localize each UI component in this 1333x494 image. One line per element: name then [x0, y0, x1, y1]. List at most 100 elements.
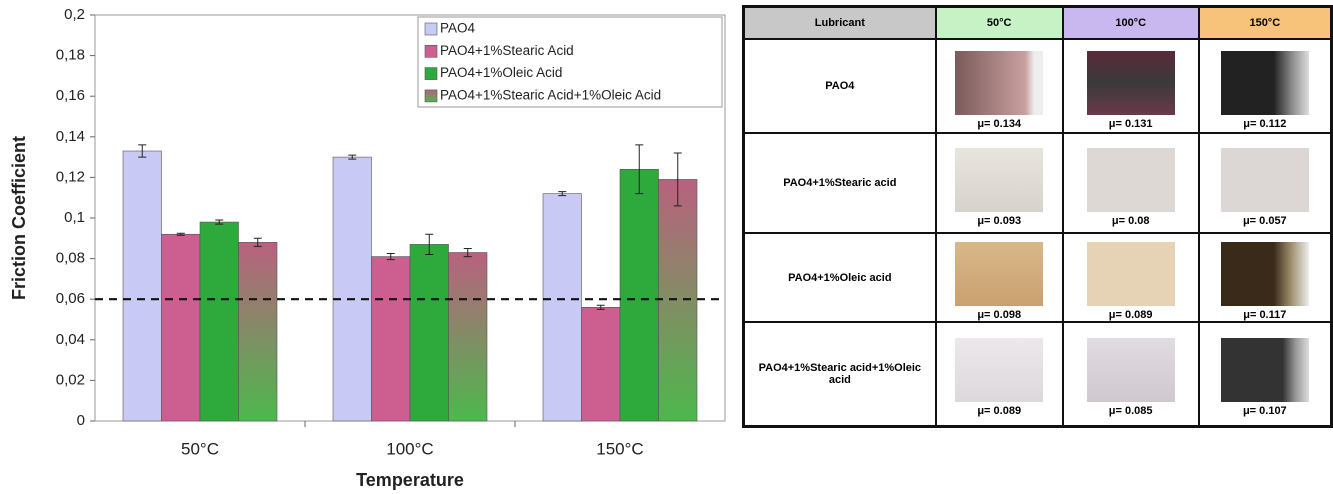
error-bar [673, 152, 682, 207]
y-tick-label: 0,02 [56, 371, 85, 388]
y-tick-label: 0,06 [56, 290, 85, 307]
micrograph [1220, 338, 1309, 403]
image-cell: μ= 0.089 [934, 321, 1064, 427]
legend-box [417, 16, 723, 108]
row-label: PAO4 [742, 38, 937, 134]
image-cell: μ= 0.107 [1197, 321, 1333, 427]
friction-label: μ= 0.098 [977, 309, 1022, 321]
x-tick-label: 50°C [181, 439, 219, 458]
friction-label: μ= 0.093 [977, 214, 1022, 227]
image-cell: μ= 0.057 [1197, 132, 1333, 234]
row-label: PAO4+1%Stearic acid+1%Oleic acid [742, 321, 937, 427]
bar [199, 221, 239, 422]
image-cell: μ= 0.134 [934, 38, 1064, 134]
x-tick-label: 150°C [596, 439, 643, 458]
image-cell: μ= 0.089 [1061, 232, 1200, 323]
micrograph [955, 50, 1044, 115]
bar [619, 168, 659, 422]
image-cell: μ= 0.098 [934, 232, 1064, 323]
error-bar [463, 247, 472, 258]
error-bar [386, 253, 395, 261]
header-cell: Lubricant [742, 5, 937, 40]
bar [371, 256, 411, 422]
table-row: PAO4 μ= 0.134 μ= 0.131 μ= 0.112 [742, 38, 1333, 134]
results-table: Lubricant 50°C 100°C 150°C PAO4 μ= 0.134 μ= 0.… [742, 5, 1333, 428]
bar [448, 252, 488, 422]
image-cell: μ= 0.093 [934, 132, 1064, 234]
y-tick-label: 0,04 [56, 331, 85, 348]
friction-label: μ= 0.057 [1242, 214, 1287, 227]
legend-swatch [424, 67, 438, 80]
bar [161, 233, 201, 422]
micrograph [955, 242, 1044, 306]
friction-label: μ= 0.089 [977, 405, 1022, 418]
row-label: PAO4+1%Stearic acid [742, 132, 937, 234]
x-axis-title: Temperature [356, 470, 464, 490]
micrograph [1220, 242, 1309, 306]
image-cell: μ= 0.085 [1061, 321, 1200, 427]
micrograph [1220, 50, 1309, 115]
error-bar [138, 144, 147, 158]
x-tick-label: 100°C [386, 439, 433, 458]
friction-label: μ= 0.08 [1111, 214, 1150, 227]
bar [409, 244, 449, 422]
bar [581, 307, 621, 422]
chart: Temperature Friction Coefficient 0 0,02 0,… [9, 6, 726, 490]
micrograph [1086, 50, 1175, 115]
image-cell: μ= 0.08 [1061, 132, 1200, 234]
legend-label: PAO4+1%Stearic Acid [440, 43, 574, 58]
image-cell: μ= 0.117 [1197, 232, 1333, 323]
error-bar [215, 219, 224, 225]
header-row: Lubricant 50°C 100°C 150°C [742, 5, 1333, 40]
table-row: PAO4+1%Stearic acid+1%Oleic acid μ= 0.089… [742, 321, 1333, 427]
y-tick-label: 0,16 [56, 87, 85, 104]
y-axis-title: Friction Coefficient [9, 136, 29, 300]
micrograph [955, 147, 1044, 212]
micrograph [1086, 338, 1175, 403]
table-row: PAO4+1%Oleic acid μ= 0.098 μ= 0.089 μ= 0.11… [742, 232, 1333, 323]
error-bar [635, 144, 644, 195]
legend-label: PAO4+1%Stearic Acid+1%Oleic Acid [440, 87, 661, 102]
header-cell: 50°C [934, 5, 1064, 40]
legend-swatch [424, 89, 438, 103]
header-cell: 100°C [1061, 5, 1200, 40]
micrograph [955, 338, 1044, 403]
friction-label: μ= 0.089 [1108, 309, 1153, 321]
y-tick-label: 0,18 [56, 47, 85, 64]
friction-label: μ= 0.117 [1243, 309, 1287, 321]
y-tick-label: 0,12 [56, 168, 85, 185]
header-cell: 150°C [1197, 5, 1333, 40]
legend-swatch [424, 22, 438, 36]
bar [542, 193, 582, 422]
table-row: PAO4+1%Stearic acid μ= 0.093 μ= 0.08 μ= 0.0… [742, 132, 1333, 234]
error-bar [596, 304, 605, 310]
image-cell: μ= 0.131 [1061, 38, 1200, 134]
y-tick-label: 0,2 [64, 6, 85, 23]
row-label: PAO4+1%Oleic acid [742, 232, 937, 323]
image-cell: μ= 0.112 [1197, 38, 1333, 134]
y-tick-label: 0,14 [56, 128, 85, 145]
friction-label: μ= 0.131 [1108, 117, 1153, 130]
micrograph [1086, 242, 1175, 306]
y-tick-label: 0 [77, 412, 85, 429]
bar [658, 179, 698, 422]
friction-label: μ= 0.112 [1243, 117, 1287, 130]
legend-label: PAO4+1%Oleic Acid [440, 65, 562, 80]
legend-label: PAO4 [440, 21, 476, 36]
friction-label: μ= 0.085 [1108, 405, 1153, 418]
y-tick-label: 0,08 [56, 250, 85, 267]
error-bar [348, 154, 357, 160]
error-bar [253, 237, 262, 247]
friction-label: μ= 0.107 [1242, 405, 1287, 418]
bar [332, 156, 372, 422]
y-tick-label: 0,1 [64, 209, 85, 226]
friction-label: μ= 0.134 [977, 117, 1022, 130]
error-bar [176, 232, 185, 236]
error-bar [425, 233, 434, 256]
micrograph [1220, 147, 1309, 212]
micrograph [1086, 147, 1175, 212]
bar [122, 150, 162, 422]
legend-swatch [424, 44, 438, 58]
bar [238, 242, 278, 422]
